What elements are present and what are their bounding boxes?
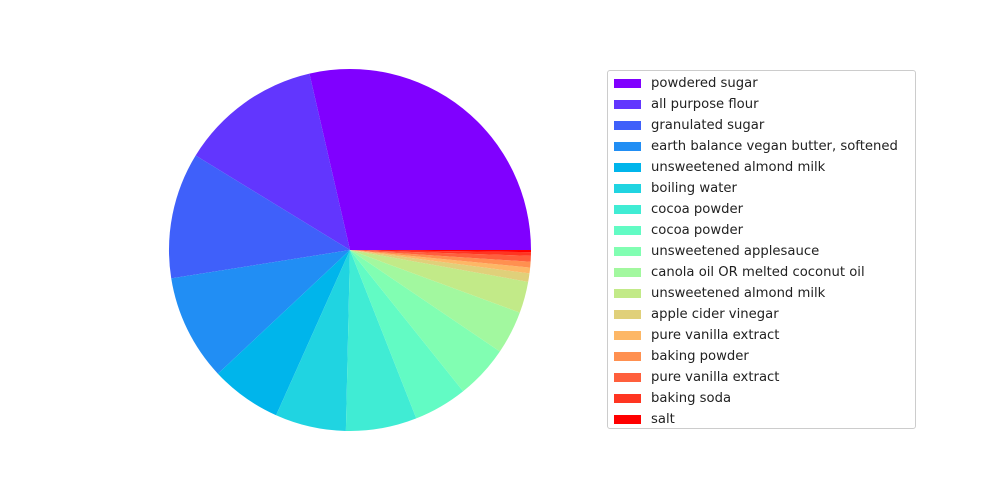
legend-label: powdered sugar [651, 76, 758, 91]
legend-item-15: baking soda [608, 388, 915, 409]
legend-swatch [614, 184, 641, 193]
pie-slice-16 [350, 250, 532, 253]
pie-slice-8 [350, 250, 500, 392]
legend-swatch [614, 100, 641, 109]
legend-swatch [614, 415, 641, 424]
pie-slice-6 [345, 250, 417, 431]
pie-slice-9 [350, 250, 520, 352]
pie-slice-12 [350, 250, 531, 274]
legend-label: boiling water [651, 181, 737, 196]
legend-item-13: baking powder [608, 346, 915, 367]
legend-label: pure vanilla extract [651, 370, 780, 385]
legend-item-14: pure vanilla extract [608, 367, 915, 388]
legend-item-6: cocoa powder [608, 199, 915, 220]
legend-label: unsweetened almond milk [651, 160, 826, 175]
legend-label: salt [651, 412, 675, 427]
legend-swatch [614, 79, 641, 88]
legend-item-12: pure vanilla extract [608, 325, 915, 346]
pie-slice-7 [350, 250, 464, 419]
legend-swatch [614, 373, 641, 382]
legend-item-1: all purpose flour [608, 94, 915, 115]
legend-swatch [614, 163, 641, 172]
pie-slice-5 [276, 250, 350, 431]
legend-swatch [614, 226, 641, 235]
pie-slice-2 [168, 155, 350, 279]
legend-item-7: cocoa powder [608, 220, 915, 241]
legend-label: unsweetened almond milk [651, 286, 826, 301]
legend-swatch [614, 142, 641, 151]
legend-item-11: apple cider vinegar [608, 304, 915, 325]
pie-slice-11 [350, 250, 530, 282]
legend-swatch [614, 310, 641, 319]
legend-label: apple cider vinegar [651, 307, 779, 322]
legend-label: cocoa powder [651, 202, 744, 217]
legend-item-9: canola oil OR melted coconut oil [608, 262, 915, 283]
legend-item-3: earth balance vegan butter, softened [608, 136, 915, 157]
legend-item-10: unsweetened almond milk [608, 283, 915, 304]
legend-label: earth balance vegan butter, softened [651, 139, 898, 154]
legend-item-8: unsweetened applesauce [608, 241, 915, 262]
pie-slice-0 [309, 69, 531, 250]
pie-slice-15 [350, 250, 531, 256]
legend-label: cocoa powder [651, 223, 744, 238]
pie-slice-13 [350, 250, 531, 268]
legend-label: unsweetened applesauce [651, 244, 820, 259]
legend-swatch [614, 394, 641, 403]
legend-label: baking powder [651, 349, 749, 364]
legend-swatch [614, 247, 641, 256]
legend-item-2: granulated sugar [608, 115, 915, 136]
legend-item-0: powdered sugar [608, 73, 915, 94]
legend-label: baking soda [651, 391, 732, 406]
legend-swatch [614, 289, 641, 298]
legend-label: all purpose flour [651, 97, 759, 112]
pie-slice-1 [195, 73, 350, 250]
legend-item-5: boiling water [608, 178, 915, 199]
legend-swatch [614, 205, 641, 214]
pie-slice-3 [171, 250, 350, 374]
legend-label: canola oil OR melted coconut oil [651, 265, 865, 280]
legend-swatch [614, 352, 641, 361]
pie-slice-10 [350, 250, 529, 313]
pie-slice-4 [217, 250, 350, 416]
legend-item-4: unsweetened almond milk [608, 157, 915, 178]
legend-label: pure vanilla extract [651, 328, 780, 343]
legend: powdered sugar all purpose flour granulate… [607, 70, 916, 429]
legend-swatch [614, 121, 641, 130]
legend-swatch [614, 331, 641, 340]
legend-label: granulated sugar [651, 118, 765, 133]
legend-swatch [614, 268, 641, 277]
legend-item-16: salt [608, 409, 915, 430]
pie-slice-14 [350, 250, 531, 262]
